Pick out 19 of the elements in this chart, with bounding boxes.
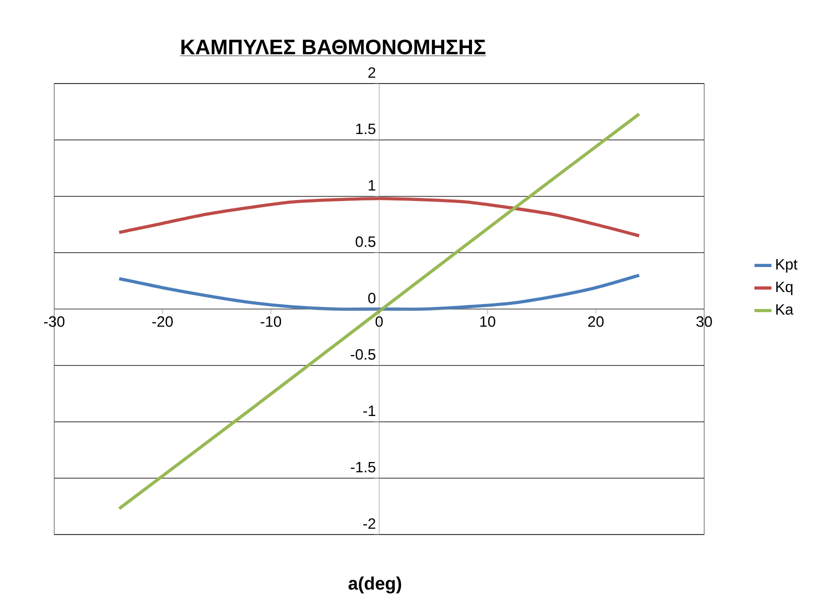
legend-label: Kq xyxy=(776,282,792,296)
y-tick-label: 1 xyxy=(368,180,376,190)
y-tick-label: 2 xyxy=(368,67,376,78)
y-tick-label: 0 xyxy=(368,292,376,304)
legend-label: Kpt xyxy=(776,259,798,273)
y-tick-label: 1.5 xyxy=(356,124,376,134)
legend-label: Ka xyxy=(776,304,794,315)
x-tick-label: -20 xyxy=(152,316,173,327)
x-tick-label: 10 xyxy=(480,316,496,327)
y-tick-label: 0.5 xyxy=(356,236,376,247)
y-tick-label: -1 xyxy=(363,406,376,416)
y-tick-label: -0.5 xyxy=(350,349,376,360)
y-tick-label: -2 xyxy=(363,518,376,529)
x-tick-label: 20 xyxy=(588,316,604,327)
x-axis-title: a(deg) xyxy=(348,576,402,594)
x-tick-label: -10 xyxy=(260,316,282,327)
chart-title: ΚΑΜΠΥΛΕΣ ΒΑΘΜΟΝΟΜΗΣΗΣ xyxy=(181,40,486,54)
y-tick-label: -1.5 xyxy=(350,462,376,472)
x-tick-label: 0 xyxy=(376,316,383,327)
